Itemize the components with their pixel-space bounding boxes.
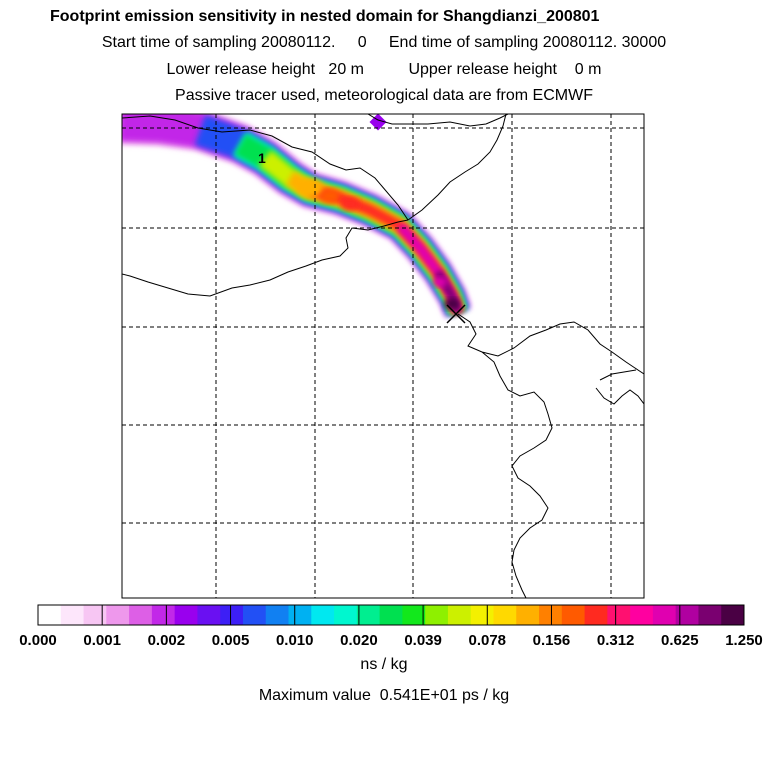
upper-label: Upper release height <box>408 61 557 78</box>
receptor-stroke-b <box>446 304 466 324</box>
colorbar-tick-label: 0.156 <box>533 632 571 649</box>
max-value-label: Maximum value 0.541E+01 ps / kg <box>258 687 510 704</box>
colorbar <box>38 605 745 625</box>
colorbar-tick-label: 1.250 <box>725 632 763 649</box>
start-label: Start time of sampling <box>101 34 257 51</box>
plume-band <box>194 114 469 316</box>
plume-layer <box>122 114 644 598</box>
colorbar-swatch <box>129 605 153 625</box>
lower-label: Lower release height <box>166 61 316 78</box>
colorbar-tick-label: 0.002 <box>148 632 186 649</box>
map-frame <box>121 113 645 599</box>
colorbar-swatch <box>379 605 403 625</box>
colorbar-frame <box>37 604 745 626</box>
coastline <box>122 114 644 598</box>
colorbar-tick-label: 0.039 <box>404 632 442 649</box>
colorbar-swatch <box>493 605 517 625</box>
plume-hotspot <box>341 197 359 211</box>
plume-hotspot <box>296 178 324 198</box>
colorbar-swatch <box>311 605 335 625</box>
start-value: 20080112. <box>261 34 336 51</box>
colorbar-tick-label: 0.078 <box>468 632 506 649</box>
colorbar-swatch <box>516 605 540 625</box>
colorbar-swatch <box>561 605 586 625</box>
colorbar-swatch <box>334 605 358 625</box>
colorbar-swatch <box>242 605 267 625</box>
colorbar-swatch <box>447 605 472 625</box>
map-grid <box>122 114 644 598</box>
colorbar-swatch <box>288 605 312 625</box>
colorbar-tick-label: 0.625 <box>661 632 699 649</box>
colorbar-tick-label: 0.005 <box>212 632 250 649</box>
info-line: Passive tracer used, meteorological data… <box>175 87 593 104</box>
colorbar-swatch <box>402 605 426 625</box>
colorbar-tick-label: 0.000 <box>19 632 57 649</box>
colorbar-swatch <box>698 605 722 625</box>
units-label: ns / kg <box>360 656 408 673</box>
colorbar-swatch <box>83 605 107 625</box>
colorbar-swatch <box>425 605 449 625</box>
end-value: 20080112. 30000 <box>542 34 667 51</box>
colorbar-swatch <box>630 605 654 625</box>
plume-band <box>122 114 470 317</box>
plume-hotspot <box>433 277 447 287</box>
start-extra: 0 <box>357 34 367 51</box>
colorbar-swatch <box>60 605 85 625</box>
colorbar-swatch <box>220 605 244 625</box>
colorbar-swatch <box>38 605 62 625</box>
colorbar-swatch <box>652 605 677 625</box>
colorbar-swatch <box>539 605 563 625</box>
colorbar-swatch <box>584 605 608 625</box>
colorbar-swatch <box>470 605 494 625</box>
colorbar-tick-label: 0.020 <box>340 632 378 649</box>
receptor-marker <box>446 304 466 324</box>
upper-value: 0 m <box>574 61 602 78</box>
colorbar-swatch <box>356 605 381 625</box>
contour-label: 1 <box>258 150 266 166</box>
lower-value: 20 m <box>328 61 364 78</box>
colorbar-swatch <box>174 605 198 625</box>
plume <box>122 114 472 317</box>
colorbar-swatch <box>106 605 130 625</box>
plume-hotspot <box>444 298 460 310</box>
colorbar-swatch <box>607 605 631 625</box>
colorbar-swatch <box>151 605 176 625</box>
chart-title: Footprint emission sensitivity in nested… <box>50 8 600 25</box>
colorbar-swatch <box>721 605 745 625</box>
plume-hotspot <box>320 189 340 203</box>
sampling-line: Start time of sampling 20080112. 0 End t… <box>0 34 768 52</box>
colorbar-tick-label: 0.010 <box>276 632 314 649</box>
colorbar-tick-label: 0.312 <box>597 632 635 649</box>
end-label: End time of sampling <box>388 34 539 51</box>
release-line: Lower release height 20 m Upper release … <box>0 61 768 79</box>
colorbar-swatch <box>197 605 221 625</box>
colorbar-tick-label: 0.001 <box>83 632 121 649</box>
colorbar-swatch <box>265 605 290 625</box>
coastline-north <box>367 114 509 127</box>
colorbar-swatch <box>675 605 699 625</box>
